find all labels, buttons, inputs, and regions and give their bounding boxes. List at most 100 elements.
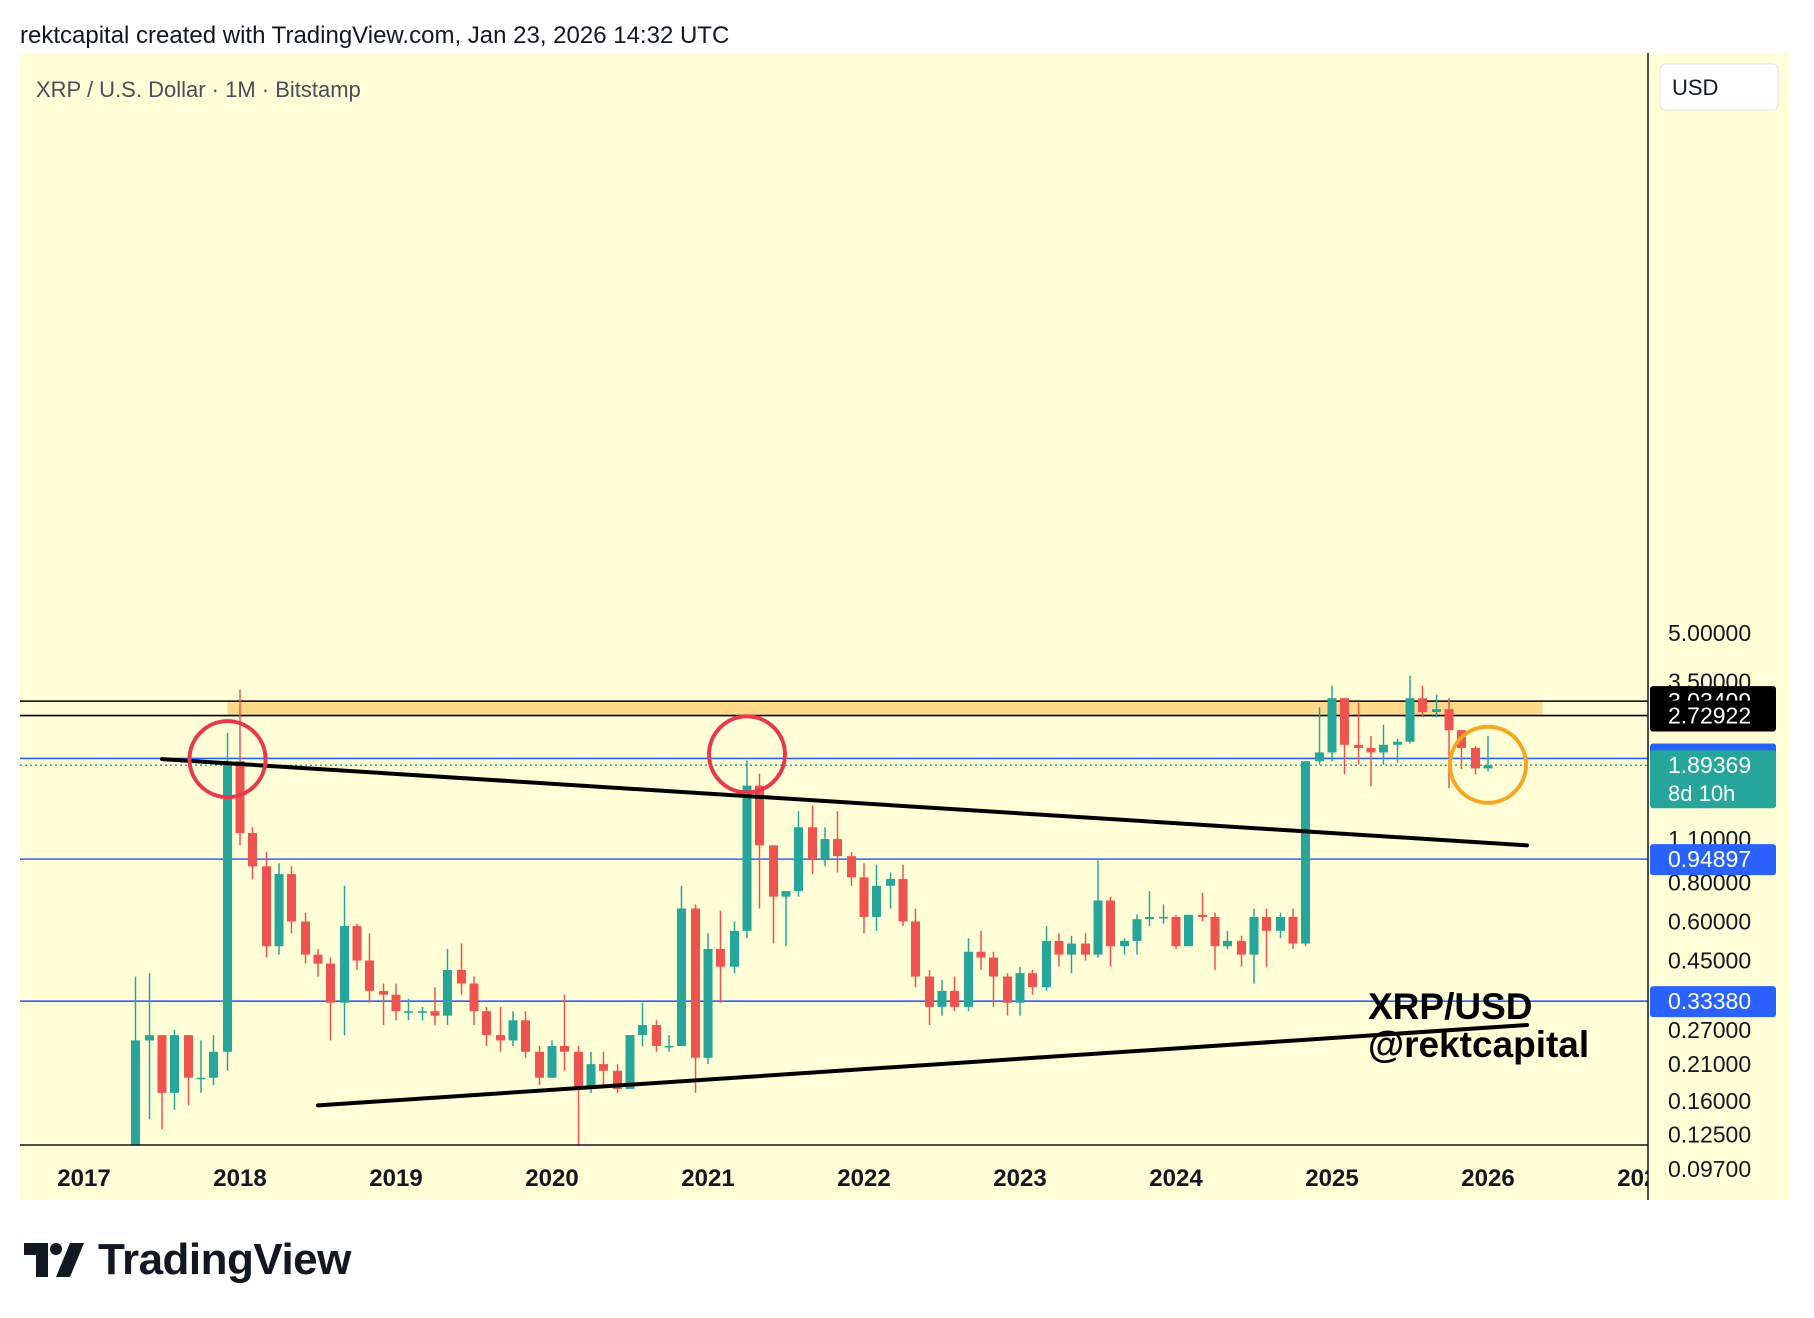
candle-body <box>1288 916 1298 944</box>
plot-background <box>20 53 1648 1145</box>
candle <box>832 811 842 873</box>
candle <box>262 852 272 958</box>
candle <box>520 1011 530 1058</box>
tradingview-logo[interactable]: TradingView <box>24 1235 351 1285</box>
candle <box>430 987 440 1026</box>
highlight-circle-2 <box>1448 724 1528 805</box>
candle <box>871 864 881 931</box>
candle <box>1393 738 1403 763</box>
candle-body <box>184 1035 194 1078</box>
candle <box>1144 891 1154 927</box>
x-axis-labels: 2017 2018 2019 2020 2021 2022 2023 2024 2025 2026… <box>57 1165 1670 1192</box>
candle <box>1483 735 1493 772</box>
candle-body <box>898 878 908 922</box>
candle-body <box>574 1051 584 1089</box>
candle <box>715 910 725 1003</box>
candle-body <box>1198 914 1208 917</box>
x-tick-label: 2017 <box>57 1165 110 1192</box>
candle <box>391 983 401 1021</box>
candle-body <box>1327 698 1337 753</box>
candle-body <box>1222 940 1232 947</box>
price-tag-label: 0.33380 <box>1668 988 1751 1014</box>
candle-body <box>637 1025 647 1036</box>
candle-body <box>418 1011 428 1013</box>
candle-body <box>1171 916 1181 947</box>
candle-body <box>481 1011 491 1036</box>
x-tick-label: 2027 <box>1617 1165 1670 1192</box>
candle <box>1315 707 1325 765</box>
candle-body <box>625 1035 635 1089</box>
candle <box>949 976 959 1012</box>
candle-body <box>832 839 842 857</box>
candle <box>793 811 803 897</box>
x-tick-label: 2026 <box>1461 1165 1514 1192</box>
price-tag-label: 0.94897 <box>1668 846 1751 872</box>
price-tag-label: 1.89369 <box>1668 752 1751 778</box>
candle-body <box>769 845 779 897</box>
candle-body <box>964 951 974 1007</box>
candle <box>325 957 335 1041</box>
candle-body <box>559 1045 569 1052</box>
currency-label: USD <box>1672 75 1718 100</box>
candle-body <box>379 990 389 995</box>
candle <box>1054 933 1064 967</box>
price-chart[interactable]: XRP / U.S. Dollar · 1M · Bitstamp XRP/USD… <box>0 0 1814 1230</box>
candle-body <box>925 976 935 1007</box>
candle-body <box>325 963 335 1003</box>
candle <box>808 805 818 875</box>
candle <box>223 732 233 1071</box>
y-tick-label: 0.27000 <box>1668 1017 1751 1043</box>
chart-credit: rektcapital created with TradingView.com… <box>20 22 730 49</box>
candle-body <box>145 1035 155 1041</box>
candle <box>130 976 140 1145</box>
candle <box>937 979 947 1016</box>
candle <box>1210 912 1220 970</box>
candle-body <box>886 878 896 886</box>
candle-body <box>703 948 713 1058</box>
price-tag <box>1650 700 1776 732</box>
y-tick-label: 0.12500 <box>1668 1122 1751 1148</box>
candle <box>1027 969 1037 995</box>
candle <box>340 885 350 1036</box>
candle <box>847 852 857 886</box>
highlight-circle-1 <box>707 714 787 795</box>
candle <box>1105 896 1115 967</box>
candle <box>613 1064 623 1093</box>
candle <box>1432 694 1442 718</box>
candle <box>442 948 452 1026</box>
candle <box>664 1035 674 1052</box>
candle <box>1417 685 1427 717</box>
candle-body <box>742 785 752 931</box>
chart-title: XRP / U.S. Dollar · 1M · Bitstamp <box>36 77 361 102</box>
candle-body <box>496 1035 506 1041</box>
candle <box>403 998 413 1021</box>
candle <box>769 845 779 944</box>
price-tag <box>1650 986 1776 1018</box>
y-tick-label: 0.45000 <box>1668 948 1751 974</box>
candle <box>1015 966 1025 1016</box>
candle-body <box>781 891 791 897</box>
candle-body <box>1003 976 1013 1003</box>
candle-body <box>247 833 257 867</box>
candle <box>1081 933 1091 961</box>
candle-body <box>157 1035 167 1093</box>
candle-body <box>1405 698 1415 742</box>
candle <box>976 930 986 970</box>
candle-body <box>262 866 272 947</box>
candle <box>1159 904 1169 924</box>
candle-body <box>1081 943 1091 955</box>
candle <box>1261 908 1271 967</box>
candle-body <box>613 1070 623 1089</box>
candle <box>508 1011 518 1046</box>
candle <box>496 1006 506 1052</box>
candle-body <box>871 885 881 917</box>
candle-body <box>1210 916 1220 947</box>
candle <box>145 973 155 1120</box>
candle-body <box>1417 698 1427 713</box>
candle <box>730 921 740 974</box>
candle <box>925 969 935 1026</box>
candle <box>652 1020 662 1052</box>
candle <box>313 948 323 977</box>
candle-body <box>793 827 803 892</box>
candle <box>964 938 974 1012</box>
